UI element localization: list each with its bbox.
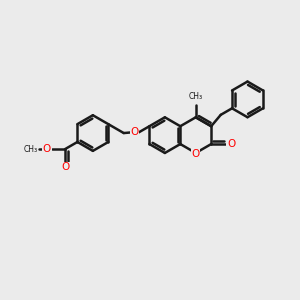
Text: O: O xyxy=(43,143,51,154)
Text: O: O xyxy=(192,148,200,159)
Text: O: O xyxy=(130,128,139,137)
Text: CH₃: CH₃ xyxy=(189,92,203,101)
Text: O: O xyxy=(227,139,235,149)
Text: CH₃: CH₃ xyxy=(24,145,38,154)
Text: O: O xyxy=(61,162,69,172)
